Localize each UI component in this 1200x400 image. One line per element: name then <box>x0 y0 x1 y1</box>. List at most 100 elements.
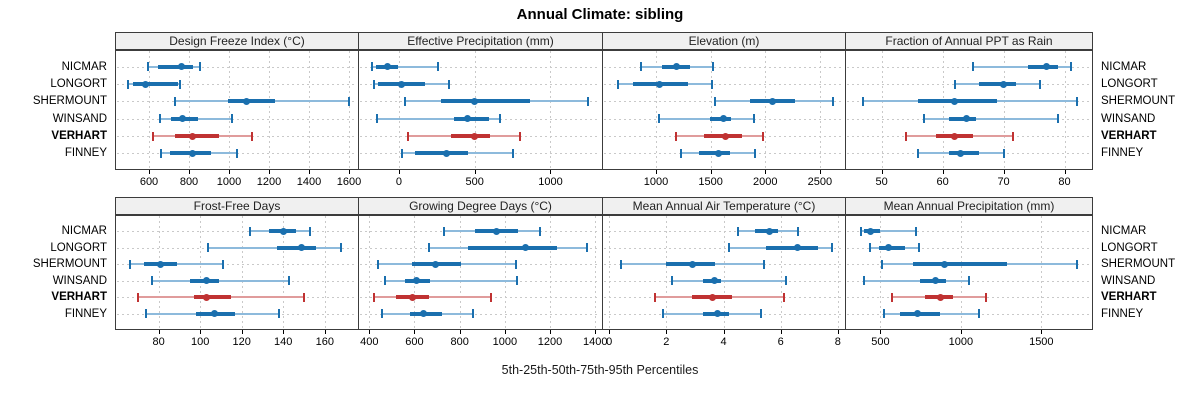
site-label-right: FINNEY <box>1101 307 1144 320</box>
whisker-cap-low <box>736 226 739 236</box>
median-dot <box>714 310 722 318</box>
percentile-range-bar <box>861 230 916 233</box>
axis-tick-label: 1600 <box>336 176 362 188</box>
whisker-cap-low <box>657 114 660 124</box>
median-dot <box>398 80 406 88</box>
site-label-right: NICMAR <box>1101 225 1147 238</box>
percentiles-caption: 5th-25th-50th-75th-95th Percentiles <box>501 363 699 377</box>
whisker-cap-high <box>967 276 970 286</box>
panel-plot-area <box>845 215 1093 330</box>
axis-tick <box>1003 170 1005 174</box>
median-dot <box>714 149 722 157</box>
median-dot <box>202 293 210 301</box>
whisker-cap-low <box>249 226 251 236</box>
axis-tick-label: 1000 <box>216 176 242 188</box>
whisker-cap-low <box>728 243 731 253</box>
whisker-cap-low <box>662 309 665 319</box>
median-dot <box>656 80 664 88</box>
axis-tick <box>666 330 668 334</box>
gridline-vertical <box>960 216 962 329</box>
whisker-cap-high <box>587 96 590 106</box>
whisker-cap-low <box>174 96 176 106</box>
median-dot <box>413 277 421 285</box>
whisker-cap-high <box>1057 114 1060 124</box>
whisker-cap-high <box>231 114 233 124</box>
axis-tick-label: 2000 <box>753 176 778 188</box>
whisker-cap-low <box>674 131 677 141</box>
axis-tick <box>369 330 371 334</box>
whisker-cap-low <box>407 131 409 141</box>
site-label-right: WINSAND <box>1101 274 1156 287</box>
axis-tick-label: 1200 <box>256 176 282 188</box>
whisker-cap-high <box>796 226 799 236</box>
gridline-vertical <box>656 51 658 169</box>
whisker-cap-low <box>377 259 380 269</box>
whisker-cap-low <box>671 276 674 286</box>
site-label-left: LONGORT <box>50 241 107 254</box>
whisker-cap-high <box>1039 79 1042 89</box>
interquartile-bar <box>133 82 178 86</box>
site-label-left: SHERMOUNT <box>32 258 107 271</box>
whisker-cap-high <box>785 276 788 286</box>
gridline-horizontal <box>117 231 356 233</box>
axis-tick-label: 4 <box>720 336 727 348</box>
site-label-right: VERHART <box>1101 291 1157 304</box>
median-dot <box>157 260 165 268</box>
median-dot <box>463 115 471 123</box>
percentile-range-bar <box>672 279 787 282</box>
axis-tick <box>324 330 326 334</box>
axis-tick-label: 60 <box>936 176 949 188</box>
site-label-left: WINSAND <box>52 112 107 125</box>
site-label-right: LONGORT <box>1101 241 1158 254</box>
percentile-range-bar <box>376 117 500 120</box>
whisker-cap-high <box>222 259 224 269</box>
gridline-horizontal <box>117 84 356 85</box>
axis-tick <box>881 170 883 174</box>
median-dot <box>951 132 959 140</box>
axis-tick-label: 600 <box>405 336 424 348</box>
median-dot <box>941 260 949 268</box>
interquartile-bar <box>454 116 490 121</box>
median-dot <box>279 227 287 235</box>
median-dot <box>1042 63 1050 71</box>
axis-tick-label: 140 <box>274 336 293 348</box>
gridline-vertical <box>666 216 668 329</box>
whisker-cap-high <box>711 79 714 89</box>
whisker-cap-high <box>309 226 312 236</box>
axis-tick <box>1041 330 1043 334</box>
whisker-cap-low <box>442 226 445 236</box>
panel-header: Design Freeze Index (°C) <box>115 32 359 50</box>
axis-tick-label: 6 <box>777 336 784 348</box>
axis-tick-label: 800 <box>450 336 469 348</box>
whisker-cap-low <box>403 96 406 106</box>
interquartile-bar <box>467 245 557 250</box>
axis-tick <box>710 170 712 174</box>
panel-header: Growing Degree Days (°C) <box>358 197 603 215</box>
percentile-range-bar <box>924 117 1059 120</box>
whisker-cap-high <box>516 276 519 286</box>
median-dot <box>951 97 959 105</box>
median-dot <box>383 63 391 71</box>
axis-tick <box>349 170 350 174</box>
panel-header: Frost-Free Days <box>115 197 359 215</box>
whisker-cap-low <box>160 148 162 158</box>
whisker-cap-low <box>207 243 210 253</box>
panel-plot-area <box>115 215 359 330</box>
axis-tick <box>942 170 944 174</box>
whisker-cap-low <box>860 226 863 236</box>
whisker-cap-low <box>868 243 871 253</box>
site-label-right: LONGORT <box>1101 78 1158 90</box>
median-dot <box>178 115 186 123</box>
whisker-cap-low <box>147 62 149 72</box>
percentile-range-bar <box>372 65 439 68</box>
gridline-vertical <box>283 216 285 329</box>
axis-tick <box>1064 170 1066 174</box>
whisker-cap-high <box>1011 131 1014 141</box>
axis-tick <box>504 330 506 334</box>
gridline-vertical <box>324 216 326 329</box>
site-label-left: FINNEY <box>64 307 107 320</box>
percentile-range-bar <box>863 279 969 282</box>
axis-tick <box>609 330 611 334</box>
site-label-left: FINNEY <box>64 147 107 160</box>
median-dot <box>177 63 185 71</box>
